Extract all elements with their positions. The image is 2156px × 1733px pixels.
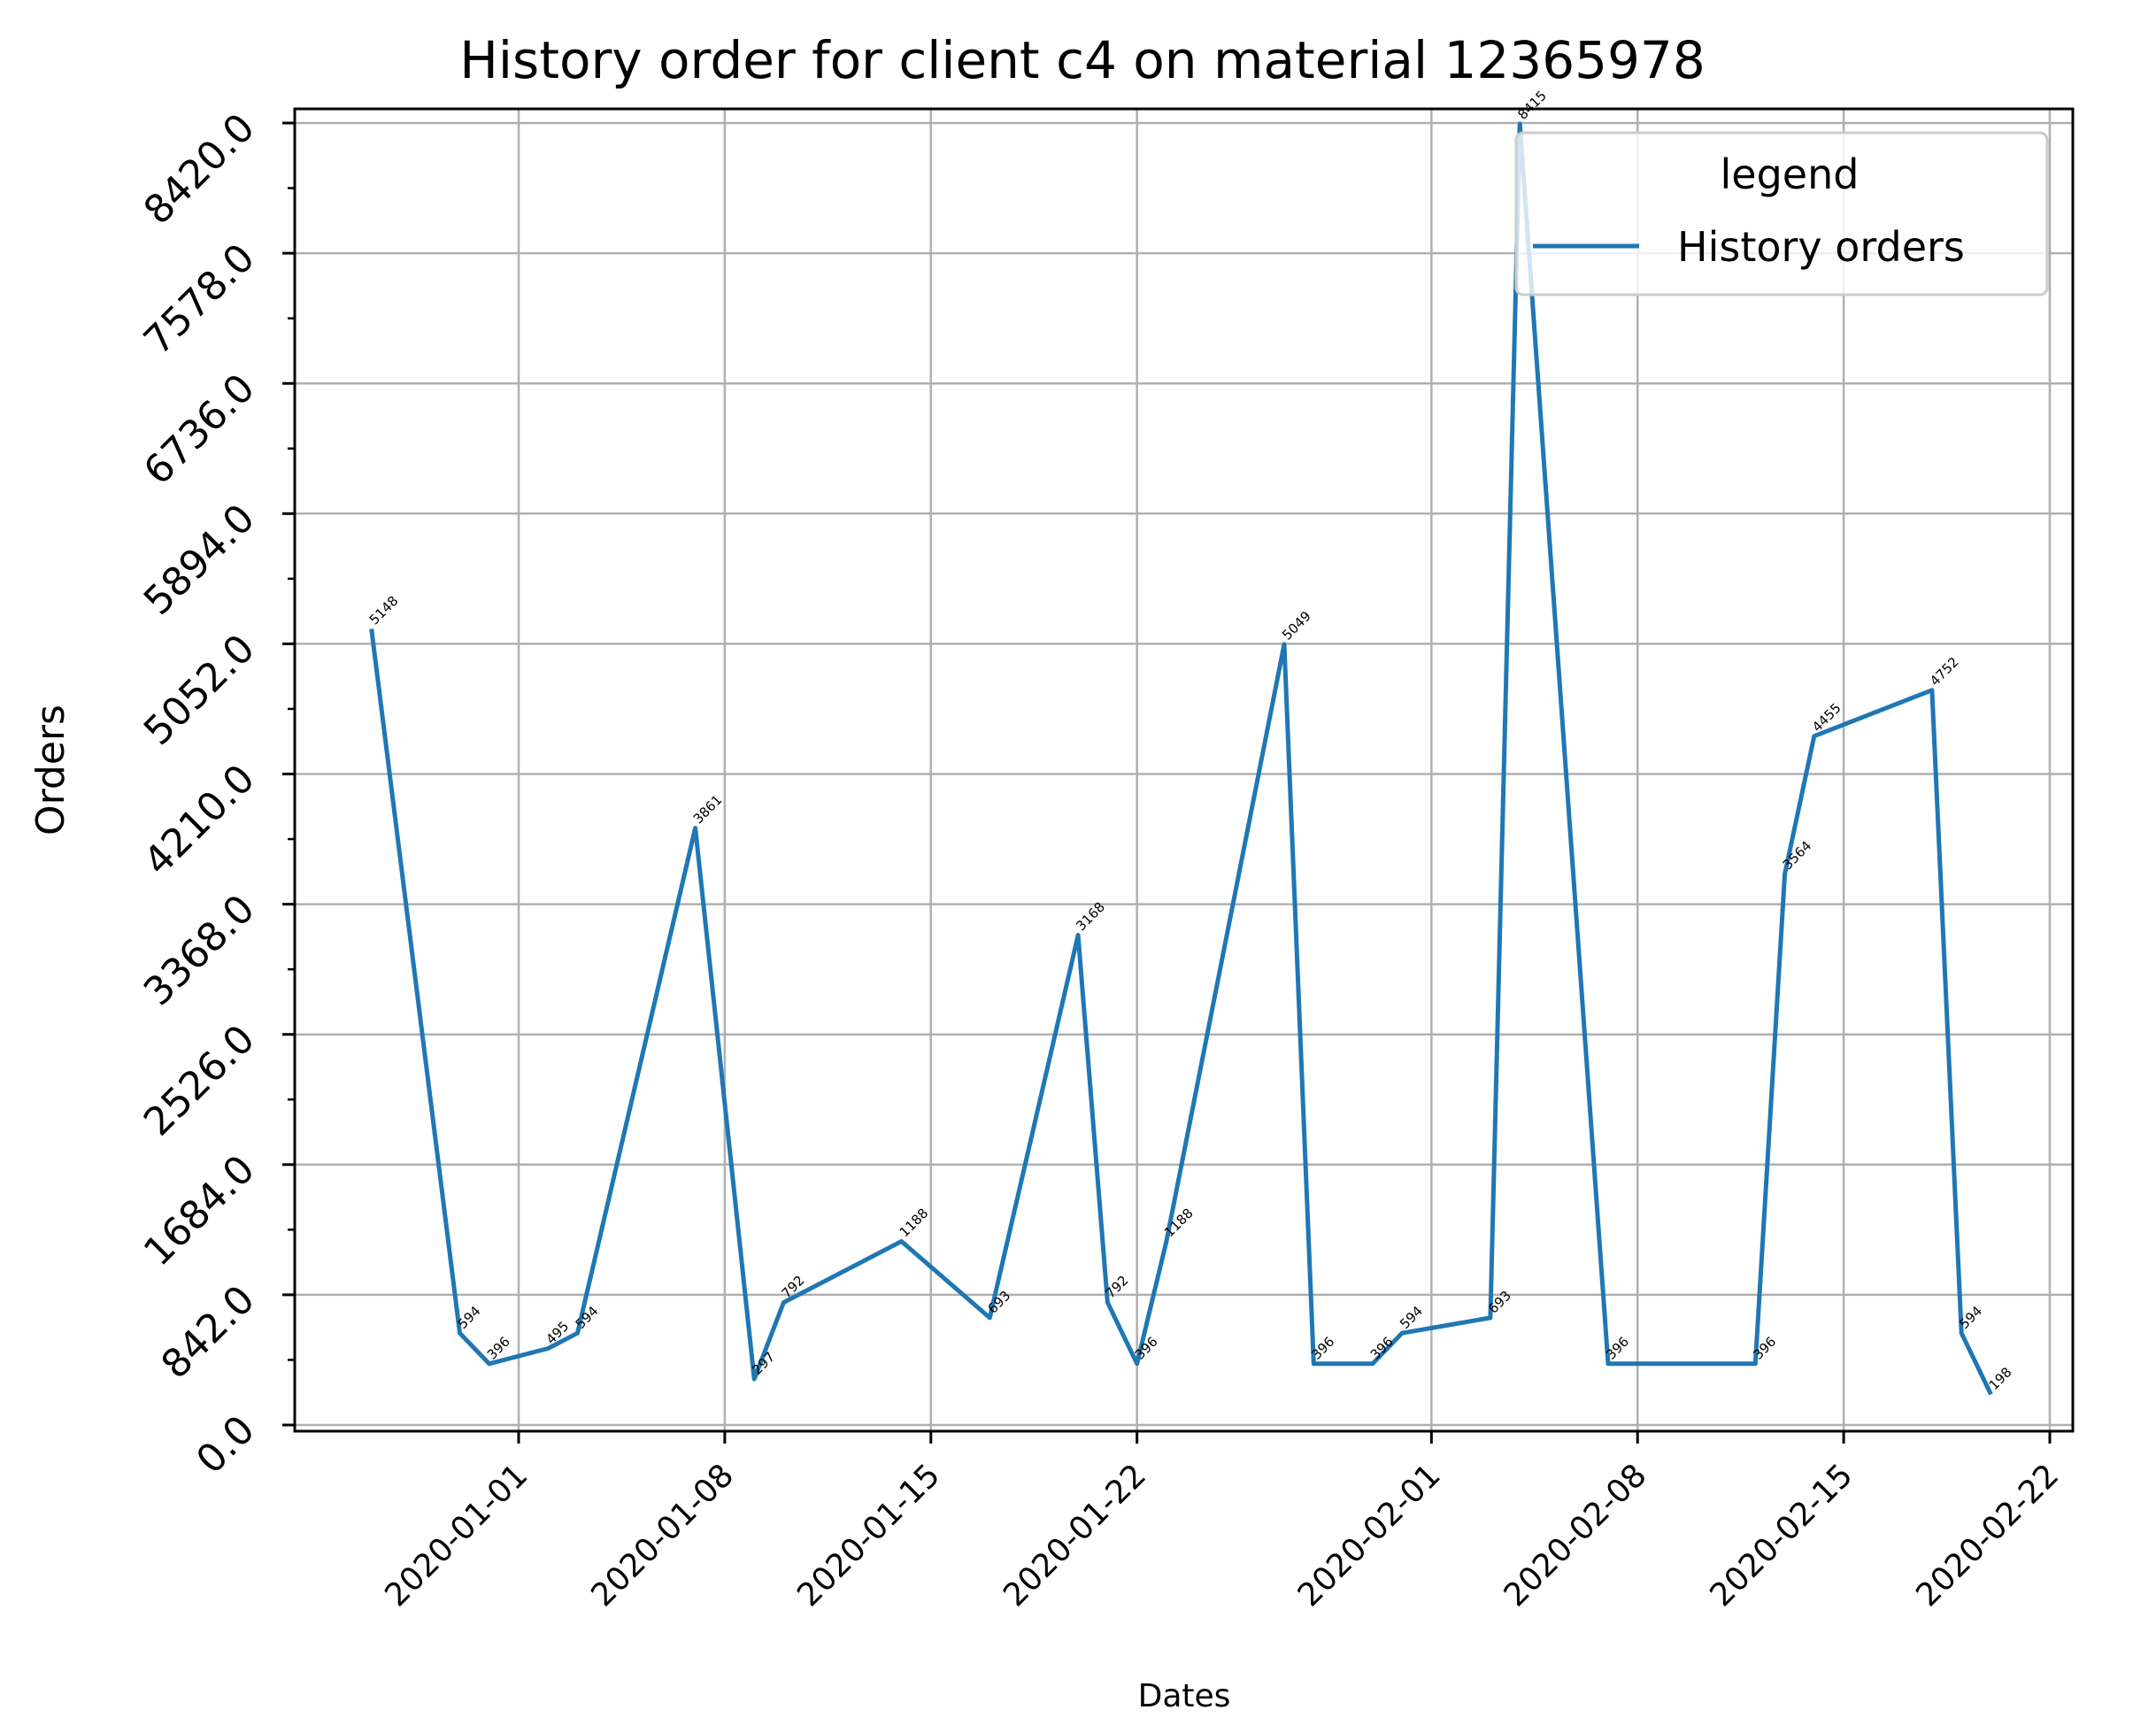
series-layer: [369, 121, 1993, 1396]
series-line-history-orders: [369, 121, 1993, 1396]
plot-frame: [293, 107, 2075, 1433]
x-axis-label: Dates: [1138, 1678, 1231, 1714]
chart-title: History order for client c4 on material …: [459, 30, 1705, 90]
legend: legend History orders: [1514, 131, 2049, 297]
y-axis-label: Orders: [28, 705, 73, 836]
legend-box: [1514, 131, 2049, 297]
legend-title: legend: [1721, 150, 1860, 198]
legend-label-history-orders: History orders: [1677, 223, 1965, 271]
